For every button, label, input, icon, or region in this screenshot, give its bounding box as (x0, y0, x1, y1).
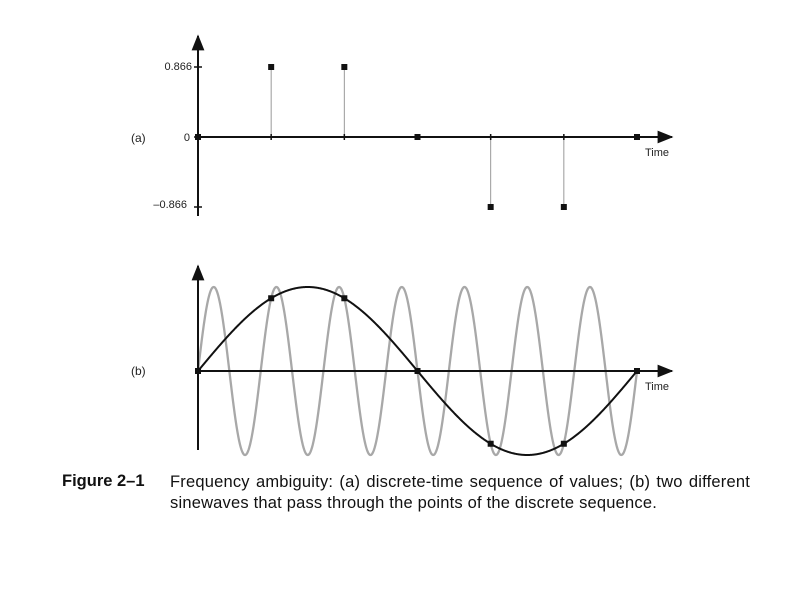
sample-point (560, 204, 567, 210)
caption-label: Figure 2–1 (62, 472, 145, 490)
panel-b-sinewaves: (b) Time (131, 264, 674, 457)
intersection-point (268, 295, 275, 302)
panel-b-xlabel: Time (645, 381, 669, 393)
panel-a-ytick-bottom: –0.866 (153, 199, 187, 211)
panel-a-xlabel: Time (645, 147, 669, 159)
sample-point (634, 134, 640, 140)
sample-point (268, 64, 275, 70)
sample-point (487, 204, 494, 210)
intersection-point (560, 440, 567, 447)
intersection-point (634, 368, 640, 374)
panel-a-ytick-top: 0.866 (164, 61, 192, 73)
caption-text: Frequency ambiguity: (a) discrete-time s… (170, 473, 750, 512)
panel-b-label: (b) (131, 364, 146, 378)
intersection-point (341, 295, 348, 302)
intersection-point (195, 368, 201, 374)
panel-a-stem-plot: (a) 0.866 0 –0.866 Time (131, 34, 674, 216)
figure-canvas: (a) 0.866 0 –0.866 Time (b) Time (131, 34, 674, 457)
panel-a-ytick-zero: 0 (184, 132, 190, 144)
sample-point (195, 134, 201, 140)
intersection-point (414, 368, 421, 374)
intersection-point (487, 440, 494, 447)
sample-point (414, 134, 421, 140)
sample-point (341, 64, 348, 70)
panel-a-label: (a) (131, 131, 146, 145)
